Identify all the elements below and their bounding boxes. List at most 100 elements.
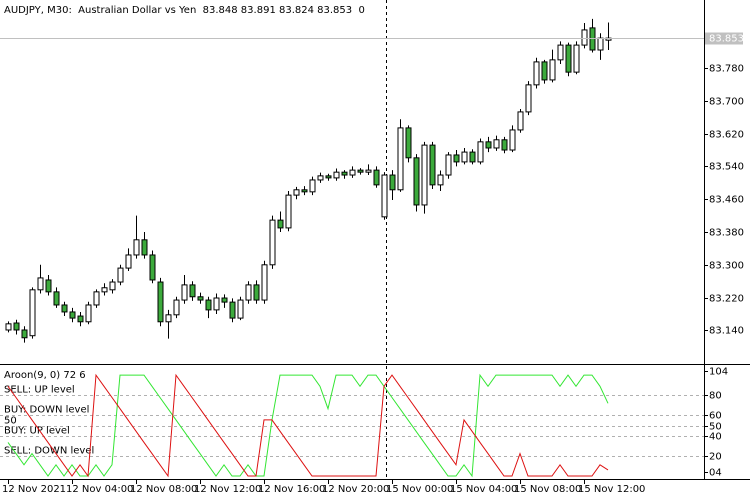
indicator-line (7, 373, 609, 478)
candle-body (149, 254, 156, 281)
candle-body (325, 175, 332, 179)
candle-body (213, 297, 220, 311)
candle-body (69, 311, 76, 319)
candle-body (421, 144, 428, 206)
y-tick-label: 40 (709, 432, 722, 443)
x-tick-label: 12 Nov 08:00 (130, 484, 197, 495)
y-tick-label: 83.220 (709, 294, 744, 305)
candle-body (573, 44, 580, 73)
level-label: SELL: UP level (4, 385, 75, 396)
x-tick-label: 12 Nov 12:00 (194, 484, 261, 495)
candle-body (357, 169, 364, 173)
x-tick-label: 12 Nov 04:00 (66, 484, 133, 495)
candle-body (61, 304, 68, 313)
indicator-header: Aroon(9, 0) 72 6 (4, 370, 86, 381)
y-tick-label: 104 (709, 367, 728, 378)
candle-body (173, 299, 180, 316)
candle-body (45, 279, 52, 293)
candle-body (437, 174, 444, 186)
candle-body (389, 174, 396, 191)
candle-body (469, 151, 476, 163)
candle-body (237, 299, 244, 319)
candle-body (285, 194, 292, 229)
x-tick-label: 12 Nov 16:00 (258, 484, 325, 495)
candle-body (461, 151, 468, 163)
y-tick-label: 20 (709, 452, 722, 463)
candle-body (229, 301, 236, 319)
level-label: SELL: DOWN level (4, 446, 94, 457)
candle-body (13, 322, 20, 331)
x-tick-label: 15 Nov 08:00 (514, 484, 581, 495)
candle-body (413, 157, 420, 206)
y-tick-label: 83.700 (709, 97, 744, 108)
candle-body (517, 111, 524, 131)
candle-body (133, 239, 140, 256)
candle-body (205, 299, 212, 311)
candle-body (253, 284, 260, 301)
candle-body (293, 189, 300, 196)
last-price-label: 83.853 (709, 34, 744, 45)
candle-body (397, 127, 404, 191)
candle-body (541, 61, 548, 81)
y-tick-label: 60 (709, 411, 722, 422)
candle-body (141, 239, 148, 256)
candle-body (381, 174, 388, 218)
candle-body (429, 144, 436, 186)
candle-body (21, 329, 28, 339)
candle-body (109, 281, 116, 291)
y-tick-label: 83.460 (709, 195, 744, 206)
candle-body (581, 29, 588, 46)
candle-body (453, 154, 460, 163)
candle-body (261, 264, 268, 301)
candle-body (549, 59, 556, 81)
candle-body (29, 289, 36, 337)
candle-body (477, 141, 484, 163)
candle-body (245, 284, 252, 301)
y-tick-label: 83.780 (709, 64, 744, 75)
candle-body (301, 189, 308, 193)
candle-body (533, 61, 540, 86)
candle-body (77, 315, 84, 323)
candle-body (117, 267, 124, 283)
candle-body (509, 129, 516, 151)
candle-body (189, 284, 196, 298)
y-tick-label: 80 (709, 391, 722, 402)
x-tick-label: 15 Nov 04:00 (450, 484, 517, 495)
x-tick-label: 15 Nov 00:00 (386, 484, 453, 495)
y-tick-label: 83.300 (709, 261, 744, 272)
indicator-line (7, 373, 609, 478)
candle-body (101, 287, 108, 293)
y-tick-label: 83.140 (709, 326, 744, 337)
candle-body (365, 169, 372, 173)
candle-body (333, 171, 340, 179)
y-tick-label: 04 (709, 468, 722, 479)
last-price-tag (705, 32, 743, 45)
symbol-header: AUDJPY, M30: Australian Dollar vs Yen 83… (4, 5, 365, 16)
candle-body (93, 291, 100, 306)
y-tick-label: 83.540 (709, 162, 744, 173)
candle-body (557, 44, 564, 61)
candle-body (37, 277, 44, 291)
candle-body (349, 169, 356, 176)
candle-body (125, 254, 132, 269)
candle-body (197, 296, 204, 301)
candle-body (165, 314, 172, 323)
candle-body (221, 297, 228, 303)
candle-body (501, 139, 508, 151)
candle-body (181, 284, 188, 301)
level-label: 50 (4, 416, 17, 427)
candle-body (309, 179, 316, 193)
candle-body (405, 127, 412, 159)
x-tick-label: 12 Nov 2021 (2, 484, 66, 495)
candle-body (485, 141, 492, 149)
y-tick-label: 83.620 (709, 130, 744, 141)
candle-body (525, 84, 532, 113)
level-label: BUY: UP level (4, 426, 70, 437)
candle-body (277, 219, 284, 229)
level-label: BUY: DOWN level (4, 405, 89, 416)
candle-body (493, 139, 500, 149)
candle-body (85, 304, 92, 323)
candle-body (565, 44, 572, 73)
